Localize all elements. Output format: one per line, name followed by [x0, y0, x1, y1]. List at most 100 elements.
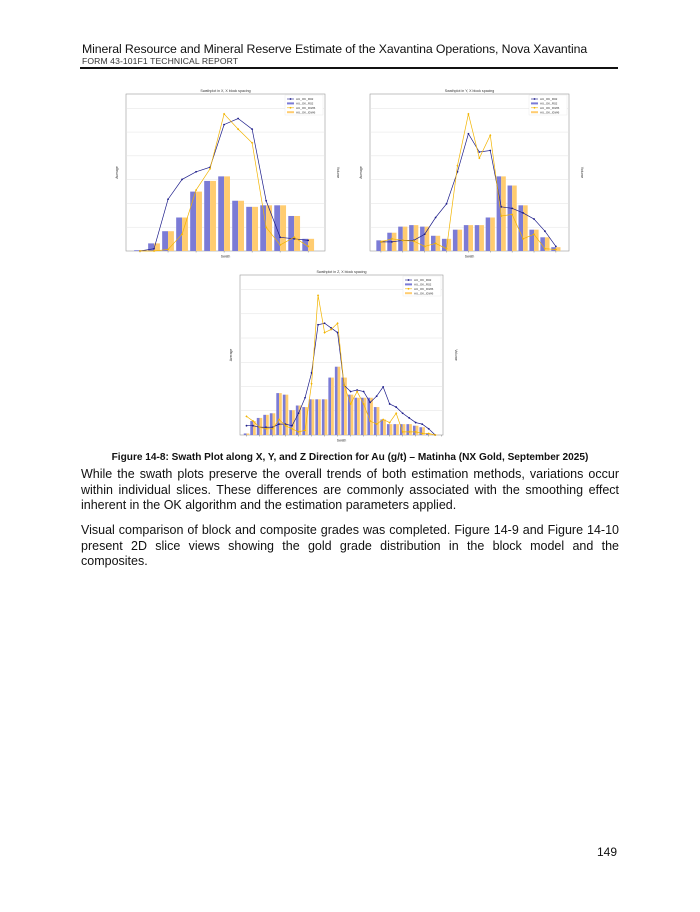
point-idw — [368, 419, 372, 423]
bar-ok — [308, 399, 312, 435]
point-idw — [521, 237, 525, 240]
bar-idw — [501, 176, 506, 251]
bar-ok — [289, 410, 293, 435]
bar-ok — [256, 417, 260, 435]
bar-ok — [328, 377, 332, 435]
legend-marker — [533, 98, 536, 100]
point-ok — [265, 426, 267, 429]
bar-idw — [318, 399, 321, 435]
bar-ok — [148, 243, 155, 251]
bar-idw — [555, 247, 561, 251]
bar-ok — [274, 205, 281, 251]
bar-ok — [485, 217, 491, 251]
point-ok — [307, 239, 310, 242]
bar-ok — [529, 229, 535, 251]
chart-svg: Swathplot in Y, X block spacing Swath Aver… — [359, 89, 584, 259]
point-ok — [323, 322, 326, 325]
bar-ok — [463, 225, 469, 251]
swath-plot-y: Swathplot in Y, X block spacing Swath Aver… — [357, 87, 585, 259]
bar-idw — [422, 427, 425, 435]
plot-frame — [369, 93, 570, 252]
legend-box — [402, 275, 442, 297]
point-ok — [330, 327, 332, 329]
point-ok — [195, 170, 197, 173]
chart-svg: Swathplot in Z, X block spacing Swath Aver… — [229, 270, 458, 443]
bar-ok — [474, 225, 480, 251]
bar-ok — [341, 377, 345, 435]
bar-ok — [367, 397, 371, 435]
bar-ok — [425, 433, 429, 435]
bar-ok — [386, 424, 390, 435]
point-ok — [245, 424, 248, 427]
point-ok — [317, 323, 319, 326]
bar-ok — [409, 225, 414, 251]
point-ok — [554, 245, 557, 248]
point-ok — [284, 423, 287, 426]
bar-idw — [490, 217, 495, 251]
point-idw — [194, 188, 198, 192]
bar-ok — [420, 226, 425, 251]
point-ok — [375, 395, 378, 398]
y-axis-label: Average — [115, 166, 119, 179]
bar-idw — [196, 191, 202, 251]
legend-label: AU_OK_IDW6 — [414, 291, 434, 295]
point-ok — [362, 390, 365, 393]
bar-idw — [435, 235, 441, 251]
x-axis-label: Swath — [465, 255, 475, 259]
legend-marker — [407, 279, 410, 281]
point-ok — [395, 406, 398, 408]
bar-ok — [269, 413, 273, 435]
point-idw — [279, 243, 282, 247]
bar-idw — [380, 240, 386, 251]
legend-label: AU_OK_R02 — [296, 97, 314, 101]
x-axis-label: Swath — [221, 255, 231, 259]
bar-idw — [428, 433, 432, 435]
point-idw — [390, 237, 393, 240]
bar-ok — [260, 205, 267, 251]
bar-idw — [457, 229, 463, 251]
point-idw — [293, 236, 296, 239]
point-ok — [293, 237, 296, 240]
bar-ok — [232, 200, 239, 251]
point-ok — [167, 198, 169, 201]
point-idw — [245, 415, 248, 418]
point-ok — [265, 199, 268, 202]
y2-axis-label: Volume — [336, 167, 340, 178]
point-idw — [349, 402, 352, 406]
bar-ok — [419, 427, 423, 435]
point-ok — [382, 385, 385, 388]
bar-ok — [393, 424, 397, 435]
y2-axis-label: Volume — [454, 349, 458, 360]
bar-ok — [496, 176, 502, 251]
page-number: 149 — [597, 845, 618, 859]
bar-idw — [534, 229, 539, 251]
point-ok — [434, 216, 437, 219]
bar-ok — [246, 206, 253, 251]
bar-idw — [285, 394, 289, 435]
bar-idw — [182, 217, 188, 251]
legend-label: AU_OK_R02 — [414, 278, 432, 282]
point-ok — [279, 236, 282, 239]
point-ok — [237, 117, 240, 120]
bar-idw — [298, 405, 302, 435]
bar-ok — [243, 433, 247, 435]
report-subtitle: FORM 43-101F1 TECHNICAL REPORT — [82, 56, 239, 66]
bar-ok — [354, 397, 358, 435]
bar-idw — [311, 399, 315, 435]
point-ok — [421, 423, 424, 426]
bar-ok — [412, 425, 416, 435]
bar-idw — [357, 397, 360, 435]
legend-label: AU_OK_R02 — [540, 102, 558, 106]
bar-ok — [176, 217, 183, 251]
bar-ok — [431, 235, 436, 251]
bar-idw — [376, 407, 380, 435]
point-ok — [153, 247, 155, 250]
bar-ok — [276, 393, 280, 435]
point-ok — [388, 403, 391, 405]
bar-ok — [288, 215, 295, 251]
bar-idw — [294, 215, 301, 251]
bar-ok — [373, 407, 377, 435]
bar-ok — [540, 237, 545, 251]
point-ok — [427, 427, 430, 430]
point-ok — [423, 233, 426, 236]
